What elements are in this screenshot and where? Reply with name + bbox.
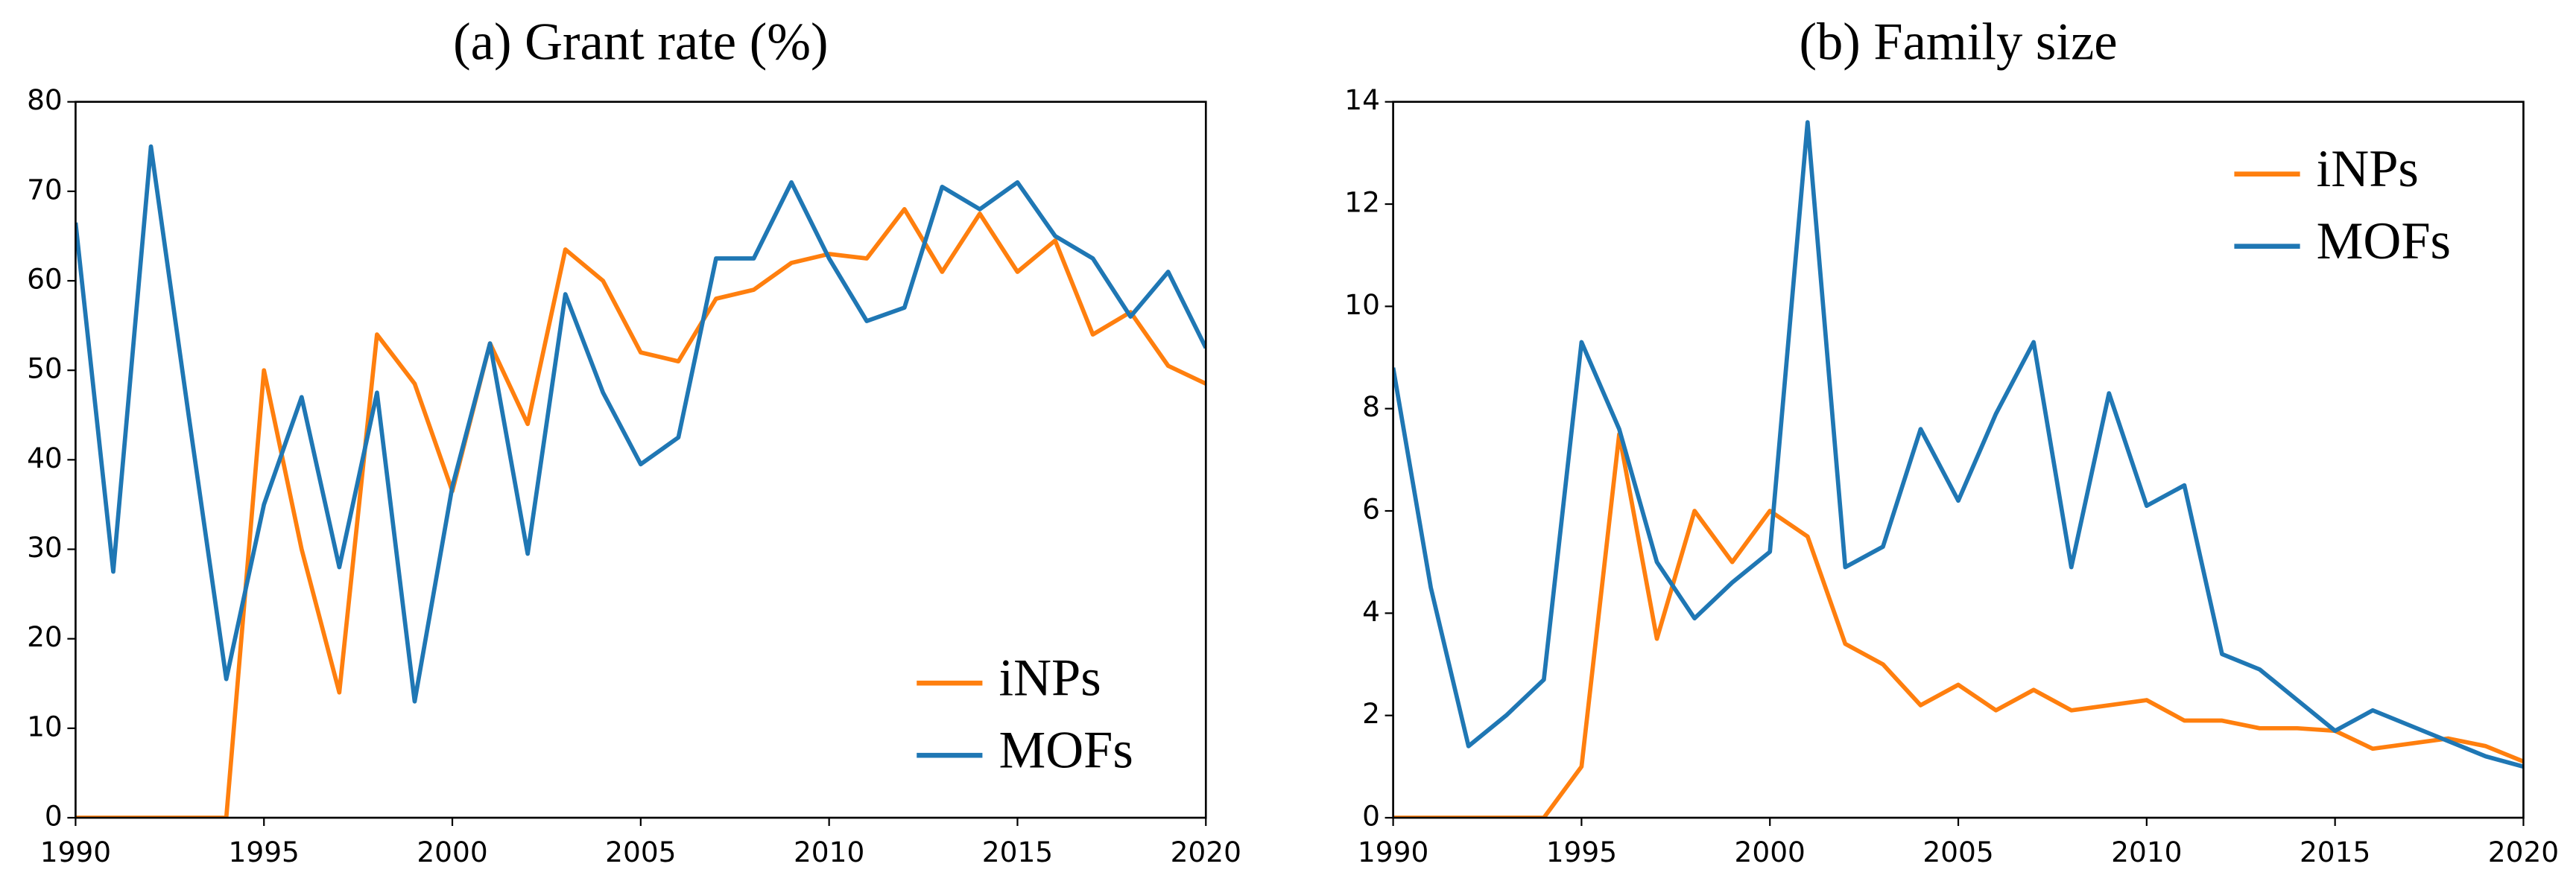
y-tick-label: 6 [1362, 493, 1380, 526]
x-tick-label: 2015 [982, 836, 1053, 868]
y-tick-label: 30 [27, 531, 63, 564]
x-tick-label: 2010 [2111, 836, 2182, 868]
plot-frame [75, 101, 1207, 819]
y-tick-label: 50 [27, 352, 63, 385]
x-tick-label: 2000 [417, 836, 487, 868]
y-tick-label: 70 [27, 173, 63, 206]
y-tick-label: 0 [1362, 799, 1380, 832]
x-tick-label: 1995 [1546, 836, 1617, 868]
x-tick-label: 1990 [40, 836, 111, 868]
chart-title: (a) Grant rate (%) [453, 13, 828, 71]
legend-label: MOFs [2317, 212, 2451, 270]
x-tick-label: 2020 [2488, 836, 2559, 868]
legend-label: iNPs [999, 649, 1101, 707]
y-tick-label: 8 [1362, 390, 1380, 423]
y-tick-label: 12 [1344, 186, 1380, 219]
y-tick-label: 80 [27, 83, 63, 116]
x-tick-label: 2005 [1922, 836, 1993, 868]
y-tick-label: 10 [27, 710, 63, 743]
plot-frame [1392, 101, 2525, 819]
y-tick-label: 4 [1362, 595, 1380, 628]
y-tick-label: 10 [1344, 288, 1380, 321]
y-tick-label: 20 [27, 620, 63, 653]
x-tick-label: 2020 [1171, 836, 1241, 868]
y-tick-label: 40 [27, 442, 63, 474]
chart-title: (b) Family size [1799, 13, 2117, 71]
legend-label: iNPs [2317, 140, 2419, 198]
series-line [1393, 120, 2524, 769]
x-tick-label: 2005 [605, 836, 676, 868]
x-tick-label: 1995 [229, 836, 300, 868]
y-tick-label: 60 [27, 263, 63, 296]
x-tick-label: 2015 [2300, 836, 2370, 868]
x-tick-label: 2000 [1735, 836, 1806, 868]
x-tick-label: 1990 [1358, 836, 1428, 868]
legend-label: MOFs [999, 721, 1133, 779]
x-tick-label: 2010 [794, 836, 864, 868]
series-line [75, 144, 1206, 704]
y-tick-label: 14 [1344, 83, 1380, 116]
y-tick-label: 2 [1362, 697, 1380, 730]
y-tick-label: 0 [45, 799, 63, 832]
series-line [75, 207, 1206, 818]
